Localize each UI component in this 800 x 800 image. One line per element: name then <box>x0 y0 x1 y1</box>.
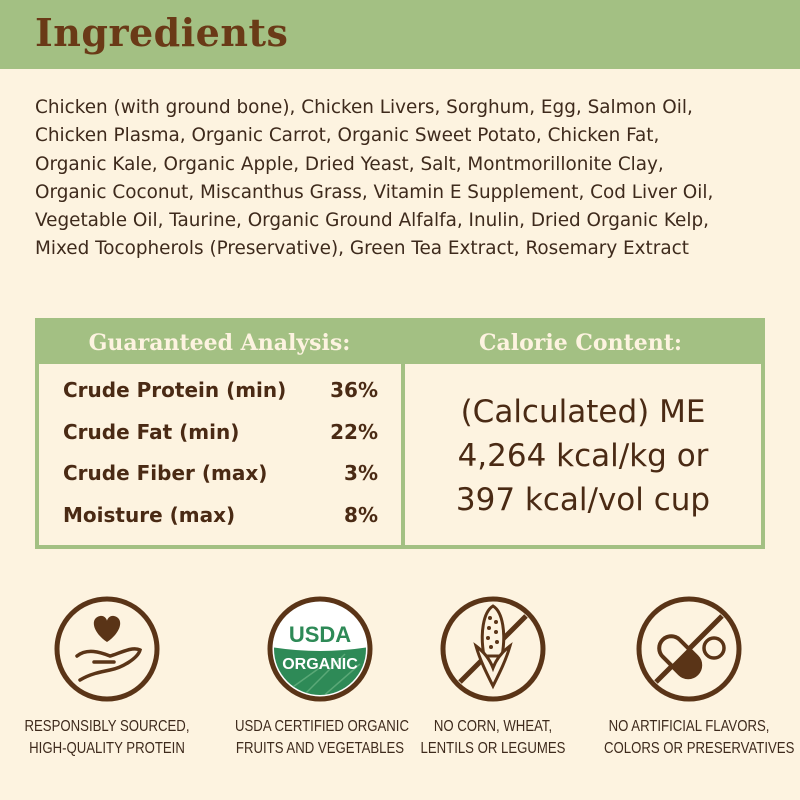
calorie-line: 4,264 kcal/kg or <box>457 438 709 474</box>
no-corn-icon <box>440 596 546 702</box>
label-line: COLORS OR PRESERVATIVES <box>604 740 795 757</box>
row-label: Crude Fiber (max) <box>63 461 268 485</box>
analysis-rows: Crude Protein (min) 36% Crude Fat (min) 22… <box>63 378 378 544</box>
no-pills-icon <box>636 596 742 702</box>
badge-no-corn: NO CORN, WHEAT, LENTILS OR LEGUMES <box>393 594 593 760</box>
seal-top: USDA <box>289 622 351 647</box>
row-label: Crude Protein (min) <box>63 378 287 402</box>
badge-label: USDA CERTIFIED ORGANIC FRUITS AND VEGETAB… <box>235 716 409 760</box>
label-line: HIGH-QUALITY PROTEIN <box>29 740 185 757</box>
row-value: 3% <box>344 461 378 485</box>
column-divider <box>401 322 405 545</box>
ingredients-list: Chicken (with ground bone), Chicken Live… <box>35 97 714 260</box>
analysis-row: Crude Fat (min) 22% <box>63 420 378 462</box>
analysis-row: Crude Protein (min) 36% <box>63 378 378 420</box>
analysis-row: Moisture (max) 8% <box>63 503 378 545</box>
badge-label: RESPONSIBLY SOURCED, HIGH-QUALITY PROTEIN <box>22 716 192 760</box>
analysis-row: Crude Fiber (max) 3% <box>63 461 378 503</box>
calorie-content: (Calculated) ME 4,264 kcal/kg or 397 kca… <box>405 390 761 522</box>
page-title: Ingredients <box>35 10 289 55</box>
header-banner: Ingredients <box>0 0 800 69</box>
badge-label: NO ARTIFICIAL FLAVORS, COLORS OR PRESERVA… <box>604 716 795 760</box>
calorie-line: 397 kcal/vol cup <box>455 482 711 518</box>
label-line: FRUITS AND VEGETABLES <box>235 740 405 757</box>
badge-usda: USDA ORGANIC USDA CERTIFIED ORGANIC FRUIT… <box>220 594 420 760</box>
badge-label: NO CORN, WHEAT, LENTILS OR LEGUMES <box>408 716 578 760</box>
row-value: 8% <box>344 502 378 527</box>
calorie-line: (Calculated) ME <box>460 394 706 430</box>
nutrition-table: Guaranteed Analysis: Calorie Content: Cr… <box>35 318 765 549</box>
badge-sourced: RESPONSIBLY SOURCED, HIGH-QUALITY PROTEIN <box>7 594 207 760</box>
analysis-title: Guaranteed Analysis: <box>88 330 351 356</box>
row-label: Moisture (max) <box>63 502 236 527</box>
label-line: USDA CERTIFIED ORGANIC <box>235 718 409 735</box>
seal-bottom: ORGANIC <box>282 656 358 673</box>
row-value: 22% <box>330 419 378 444</box>
label-line: RESPONSIBLY SOURCED, <box>24 718 190 735</box>
usda-organic-seal: USDA ORGANIC <box>267 596 373 702</box>
row-value: 36% <box>330 378 378 402</box>
table-header: Guaranteed Analysis: Calorie Content: <box>39 322 761 364</box>
heart-hand-icon <box>54 596 160 702</box>
label-line: NO CORN, WHEAT, <box>433 718 553 735</box>
row-label: Crude Fat (min) <box>63 419 240 444</box>
badge-no-artificial: NO ARTIFICIAL FLAVORS, COLORS OR PRESERVA… <box>589 594 795 760</box>
calorie-title: Calorie Content: <box>478 330 683 356</box>
label-line: NO ARTIFICIAL FLAVORS, <box>608 718 770 735</box>
label-line: LENTILS OR LEGUMES <box>420 740 566 757</box>
